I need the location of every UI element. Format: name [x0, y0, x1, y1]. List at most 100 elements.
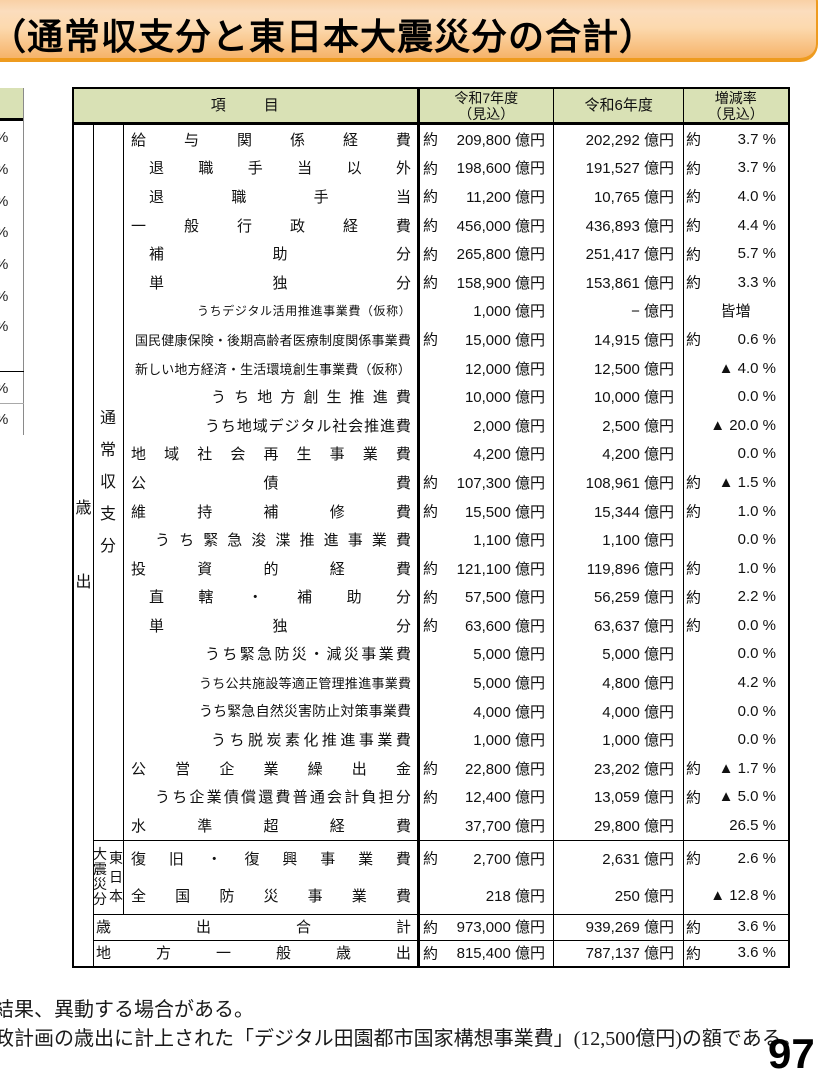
item-char: 域 [252, 417, 268, 435]
amount-r6: 13,059 億円 [593, 789, 674, 807]
item-label: 歳出合計 [93, 916, 417, 937]
item-char: 事 [361, 646, 377, 664]
item-char: 的 [263, 560, 279, 578]
item-char: 地 [236, 417, 252, 435]
grid-line [0, 371, 24, 372]
item-char: 経 [342, 217, 358, 235]
item-char: 脱 [247, 732, 263, 750]
table-body: 給与関係経費約 209,800 億円 202,292 億円約 3.7 % 退職手当以外約… [74, 125, 788, 966]
item-char: 業 [335, 304, 348, 319]
rate-value: 約 4.4 % [686, 216, 776, 235]
item-char: 生 [305, 361, 319, 377]
item-char: ち [229, 732, 245, 750]
amount-r7: 218 億円 [485, 887, 545, 905]
item-char: 理 [331, 676, 345, 692]
item-char: 業 [332, 361, 346, 377]
table-row: 水 準 超 経 費 37,700 億円 29,800 億円 26.5 % [74, 811, 788, 840]
item-char: 仮 [371, 361, 385, 377]
item-char: 轄 [198, 589, 214, 607]
item-char: ち [209, 304, 222, 319]
amount-r7: 約 198,600 億円 [420, 157, 553, 178]
rate-value: 約 2.2 % [686, 588, 776, 607]
amount-r6: 436,893 億円 [585, 217, 674, 235]
approx-mark: 約 [423, 160, 439, 178]
approx-mark: 約 [686, 160, 702, 178]
item-char: 復 [131, 850, 147, 868]
table-row: 地域社会再生事業費 4,200 億円 4,200 億円 0.0 % [74, 440, 788, 469]
item-label: 地方一般歳出 [93, 942, 417, 963]
vertical-label-char: 本 [109, 887, 123, 904]
grid-line [553, 89, 554, 966]
item-char: 当 [297, 160, 313, 178]
item-char: 公 [225, 676, 239, 692]
item-char: 持 [197, 503, 213, 521]
rate-value: 約 1.0 % [686, 559, 776, 578]
item-char: 以 [346, 160, 362, 178]
item-char: 生 [296, 446, 312, 464]
approx-mark: 約 [686, 331, 702, 349]
item-char: 単 [149, 274, 165, 292]
item-char: 復 [244, 850, 260, 868]
item-char: 進 [358, 676, 372, 692]
item-char: 分 [395, 617, 411, 635]
item-char: 経 [329, 560, 345, 578]
table-row: 国民健康保険・後期高齢者医療制度関係事業費約 15,000 億円 14,915 億円… [74, 325, 788, 354]
table-row: 退 職 手 当 以 外約 198,600 億円 191,527 億円約 3.7 % [74, 154, 788, 183]
item-char: 費 [395, 560, 411, 578]
table-row: 一 般 行 政 経 費約 456,000 億円 436,893 億円約 4.4 % [74, 211, 788, 240]
rate-value: 約 2.6 % [686, 849, 776, 868]
item-label: うち地域デジタル社会推進費 [123, 415, 417, 436]
table-header-row: 項目 令和7年度 （見込） 令和6年度 増減率 （見込） [74, 89, 788, 125]
item-char: ・ [213, 332, 227, 348]
rate-value: 0.0 % [737, 445, 776, 463]
item-char: 補 [297, 589, 313, 607]
percent-value: % [0, 318, 8, 335]
amount-r7: 約 15,000 億円 [420, 329, 553, 350]
item-char: （ [358, 361, 372, 377]
approx-mark: 約 [686, 274, 702, 292]
amount-r6: 15,344 億円 [593, 503, 674, 521]
item-char: 業 [382, 703, 397, 720]
item-char: 債 [263, 474, 279, 492]
table-row: うち地域デジタル社会推進費 2,000 億円 2,500 億円 ▲ 20.0 % [74, 411, 788, 440]
item-label: うち緊急自然災害防止対策事業費 [123, 701, 417, 721]
amount-r7: 約 57,500 億円 [420, 586, 553, 607]
item-char: 急 [227, 532, 243, 550]
amount-r6: 939,269 億円 [585, 919, 674, 937]
approx-mark: 約 [686, 789, 702, 807]
item-label: 補助分 [123, 243, 417, 264]
rate-value: 0.0 % [737, 731, 776, 749]
rate-value: 0.0 % [737, 531, 776, 549]
approx-mark: 約 [423, 760, 439, 778]
amount-r7: 約 973,000 億円 [420, 916, 553, 937]
amount-r6: 2,500 億円 [602, 417, 674, 435]
vertical-label-char: 分 [99, 537, 116, 555]
amount-r7: 1,100 億円 [473, 532, 545, 550]
item-char: 費 [395, 446, 411, 464]
expenditure-table: 項目 令和7年度 （見込） 令和6年度 増減率 （見込） 給与関係経費約 209,… [72, 87, 790, 968]
item-label: うち緊急防災・減災事業費 [123, 643, 417, 664]
rate-value: 約 0.0 % [686, 616, 776, 635]
item-char: 分 [395, 274, 411, 292]
item-char: 係 [358, 332, 372, 348]
item-char: 金 [395, 760, 411, 778]
item-char: 水 [131, 818, 147, 836]
amount-r7: 5,000 億円 [473, 675, 545, 693]
rate-value: 0.0 % [737, 388, 776, 406]
amount-r7: 約 12,400 億円 [420, 786, 553, 807]
item-char: 公 [131, 474, 147, 492]
approx-mark: 約 [423, 617, 439, 635]
item-char: 齢 [266, 332, 280, 348]
item-char: 害 [297, 703, 312, 720]
item-char: 会 [327, 789, 343, 807]
item-char: 推 [344, 676, 358, 692]
item-char: 設 [265, 676, 279, 692]
item-char: 施 [252, 676, 266, 692]
item-char: 災 [283, 703, 298, 720]
item-char: 事 [323, 304, 336, 319]
item-char: 再 [263, 446, 279, 464]
amount-r7: 約 63,600 億円 [420, 615, 553, 636]
amount-r7: 約 209,800 億円 [420, 129, 553, 150]
item-label: 新しい地方経済・生活環境創生事業費（仮称） [123, 359, 417, 378]
approx-mark: 約 [423, 589, 439, 607]
